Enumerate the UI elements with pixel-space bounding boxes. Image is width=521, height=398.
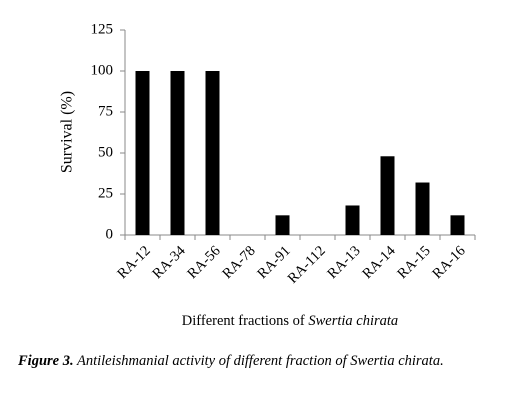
x-axis-label-italic: Swertia chirata <box>308 313 398 329</box>
bar <box>450 215 465 235</box>
x-tick-label: RA-34 <box>149 242 189 282</box>
x-axis-label-plain: Different fractions of <box>182 313 309 329</box>
x-tick-label: RA-12 <box>114 243 153 282</box>
bar <box>135 71 150 235</box>
x-tick-label: RA-14 <box>359 242 399 282</box>
bar <box>205 71 220 235</box>
x-tick-label: RA-78 <box>219 243 258 282</box>
x-tick-label: RA-56 <box>184 243 223 282</box>
chart: Survival (%) Different fractions of Swer… <box>59 21 476 329</box>
bar <box>380 156 395 235</box>
bar <box>415 182 430 235</box>
caption-label: Figure 3. <box>18 353 74 369</box>
x-tick-label: RA-13 <box>324 243 363 282</box>
y-tick-label: 25 <box>98 185 113 201</box>
bar <box>170 71 185 235</box>
x-tick-label: RA-15 <box>394 243 433 282</box>
y-tick-label: 0 <box>106 226 114 242</box>
y-tick-label: 50 <box>98 144 113 160</box>
caption-text: Antileishmanial activity of different fr… <box>73 353 444 369</box>
y-axis-label: Survival (%) <box>59 91 76 173</box>
bar <box>275 215 290 235</box>
y-tick-label: 125 <box>91 21 114 37</box>
y-tick-label: 75 <box>98 103 113 119</box>
x-tick-label: RA-16 <box>429 243 468 282</box>
x-axis-label: Different fractions of Swertia chirata <box>182 313 398 329</box>
y-tick-label: 100 <box>91 62 114 78</box>
x-tick-label: RA-112 <box>285 243 329 287</box>
bar <box>345 205 360 235</box>
caption: Figure 3. Antileishmanial activity of di… <box>18 352 510 371</box>
